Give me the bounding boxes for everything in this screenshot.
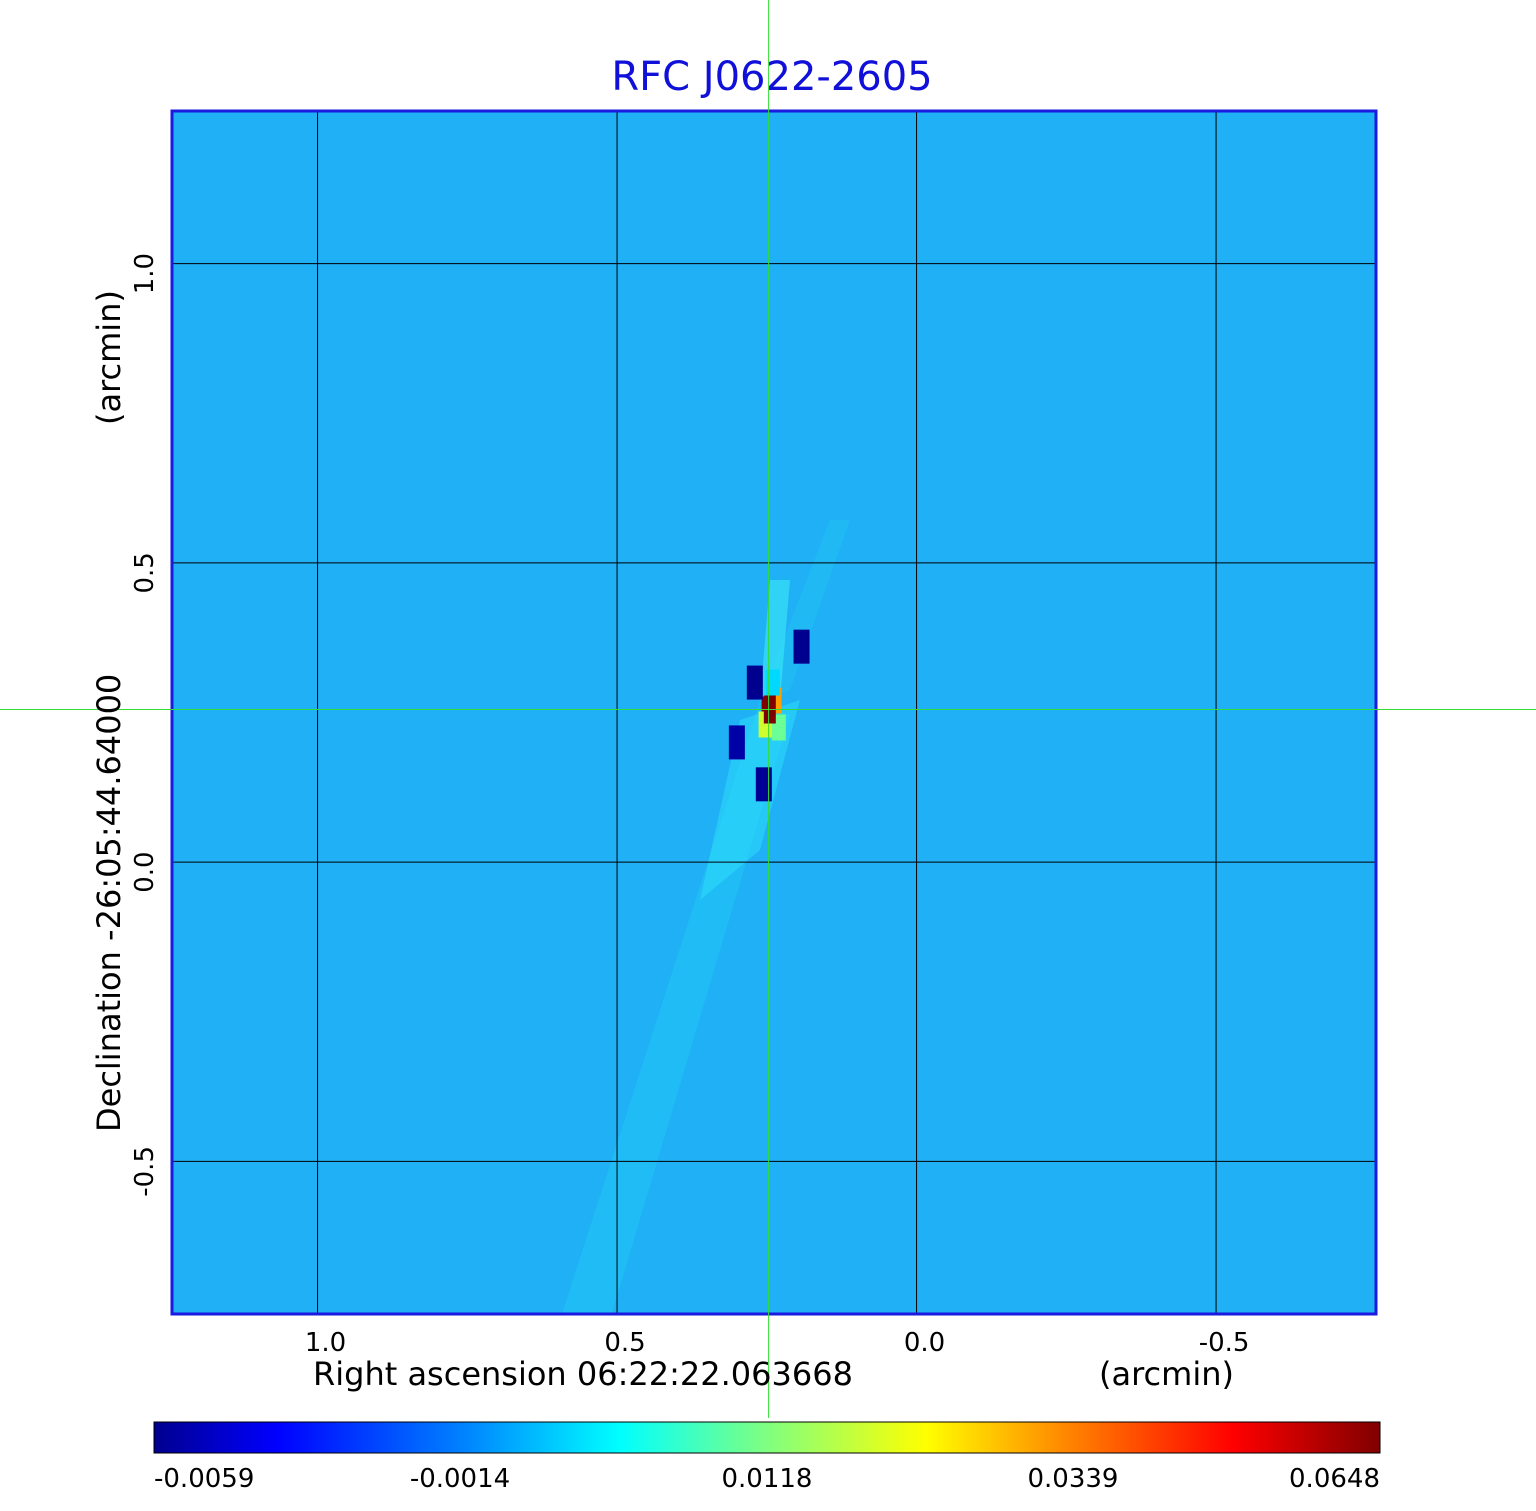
plot-area xyxy=(172,111,1376,1314)
map-feature-5 xyxy=(746,665,763,700)
x-axis-unit: (arcmin) xyxy=(1099,1355,1234,1393)
y-tick-labels: 1.0 0.5 0.0 -0.5 xyxy=(130,253,160,1197)
y-tick-label: -0.5 xyxy=(130,1146,160,1197)
colorbar-tick-label: 0.0339 xyxy=(1028,1464,1119,1494)
coordinate-grid xyxy=(172,111,1376,1314)
map-feature-4 xyxy=(765,669,780,696)
crosshair xyxy=(0,0,1536,1418)
x-tick-label: 0.5 xyxy=(604,1328,645,1358)
y-tick-label: 0.0 xyxy=(130,851,160,892)
colorbar xyxy=(153,1421,1381,1454)
chart-title: RFC J0622-2605 xyxy=(611,54,932,100)
x-tick-labels: 1.0 0.5 0.0 -0.5 xyxy=(305,1328,1250,1358)
map-feature-8 xyxy=(728,725,745,760)
map-feature-6 xyxy=(793,629,810,664)
x-tick-label: 1.0 xyxy=(305,1328,346,1358)
y-axis-label: Declination -26:05:44.64000 xyxy=(90,674,128,1132)
plot-frame xyxy=(170,109,1378,1316)
x-tick-label: -0.5 xyxy=(1199,1328,1250,1358)
streak-center-glow xyxy=(700,700,800,900)
colorbar-tick-label: -0.0059 xyxy=(154,1464,254,1494)
streak-southwest xyxy=(561,700,790,1314)
x-tick-label: 0.0 xyxy=(904,1328,945,1358)
map-feature-7 xyxy=(755,767,772,802)
colorbar-tick-labels: -0.0059 -0.0014 0.0118 0.0339 0.0648 xyxy=(154,1464,1380,1494)
y-axis-unit: (arcmin) xyxy=(90,290,128,425)
colorbar-tick-label: -0.0014 xyxy=(410,1464,510,1494)
colorbar-tick-label: 0.0118 xyxy=(722,1464,813,1494)
x-axis-label: Right ascension 06:22:22.063668 xyxy=(313,1355,853,1393)
y-tick-label: 0.5 xyxy=(130,552,160,593)
y-tick-label: 1.0 xyxy=(130,253,160,294)
sidelobe-streaks xyxy=(561,520,850,1314)
colorbar-tick-label: 0.0648 xyxy=(1289,1464,1380,1494)
